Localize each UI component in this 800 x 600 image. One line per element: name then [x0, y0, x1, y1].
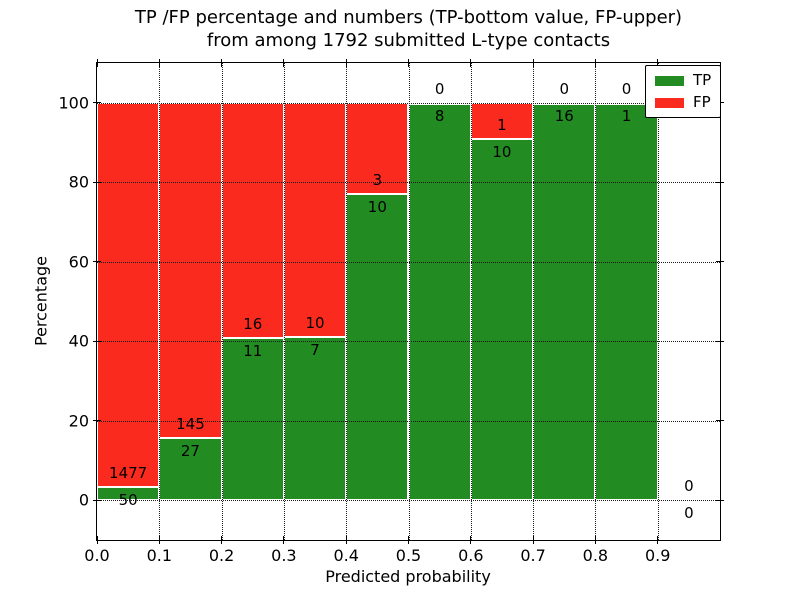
fp-bar-segment	[533, 102, 596, 105]
x-tick-label: 0.1	[146, 546, 173, 565]
x-tick-mark	[158, 536, 160, 544]
x-tick-mark	[345, 536, 347, 544]
tp-count-label: 10	[492, 142, 512, 161]
tp-bar-segment	[346, 194, 409, 501]
y-tick-mark	[93, 499, 101, 501]
tp-bar-segment	[159, 437, 222, 501]
fp-count-label: 145	[176, 414, 205, 433]
tp-count-label: 16	[554, 106, 574, 125]
legend-label-tp: TP	[693, 71, 712, 89]
x-tick-label: 0.4	[333, 546, 359, 565]
fp-count-label: 0	[621, 79, 632, 98]
x-tick-mark	[532, 536, 534, 544]
x-tick-label: 0.0	[84, 546, 110, 565]
legend-swatch-fp	[655, 97, 684, 108]
gridline-y	[97, 500, 720, 502]
fp-count-label: 0	[434, 79, 445, 98]
x-top-tick-mark	[221, 59, 223, 67]
y-right-tick-mark	[716, 340, 724, 342]
tp-count-label: 0	[684, 504, 694, 523]
fp-count-label: 3	[372, 171, 383, 190]
x-tick-label: 0.8	[582, 546, 609, 565]
x-tick-mark	[283, 536, 285, 544]
gridline-x	[657, 63, 659, 540]
tp-count-label: 11	[243, 342, 263, 361]
x-tick-label: 0.9	[644, 546, 671, 565]
fp-bar-segment	[346, 102, 409, 195]
x-top-tick-mark	[158, 59, 160, 67]
y-tick-label: 20	[68, 411, 89, 431]
y-right-tick-mark	[716, 261, 724, 263]
y-tick-label: 100	[58, 93, 89, 113]
fp-count-label: 0	[684, 477, 694, 496]
legend-swatch-tp	[655, 75, 684, 86]
tp-bar-segment	[221, 338, 284, 501]
fp-bar-segment	[283, 102, 347, 337]
x-axis-label: Predicted probability	[325, 567, 491, 586]
tp-bar-segment	[595, 102, 658, 501]
y-tick-mark	[93, 181, 101, 183]
legend-item-tp: TP	[655, 73, 711, 88]
chart-title: TP /FP percentage and numbers (TP-bottom…	[96, 6, 721, 52]
y-tick-label: 60	[68, 252, 89, 272]
x-top-tick-mark	[283, 59, 285, 67]
y-tick-label: 80	[68, 172, 89, 192]
legend: TP FP	[645, 65, 722, 118]
y-right-tick-mark	[716, 420, 724, 422]
x-top-tick-mark	[96, 59, 98, 67]
tp-bar-segment	[97, 487, 160, 501]
x-top-tick-mark	[470, 59, 472, 67]
x-tick-mark	[408, 536, 409, 544]
tp-count-label: 1	[621, 106, 632, 125]
tp-count-label: 10	[367, 198, 387, 217]
x-tick-mark	[470, 536, 472, 544]
x-tick-mark	[221, 536, 223, 544]
tp-bar-segment	[408, 102, 471, 501]
x-top-tick-mark	[345, 59, 347, 67]
chart-title-line2: from among 1792 submitted L-type contact…	[206, 30, 611, 51]
tp-count-label: 7	[310, 340, 320, 359]
legend-item-fp: FP	[655, 95, 711, 110]
fp-count-label: 1	[497, 115, 507, 134]
fp-bar-segment	[97, 102, 160, 488]
y-tick-mark	[93, 102, 101, 104]
y-axis-label: Percentage	[31, 255, 51, 347]
x-tick-label: 0.2	[208, 546, 235, 565]
fp-bar-segment	[221, 102, 284, 339]
y-right-tick-mark	[716, 181, 724, 183]
tp-bar-segment	[533, 102, 596, 501]
plot-area: Percentage Predicted probability TP FP 14…	[32, 59, 724, 586]
x-tick-mark	[594, 536, 596, 544]
x-top-tick-mark	[594, 59, 596, 67]
y-tick-mark	[93, 340, 101, 342]
x-tick-mark	[96, 536, 98, 544]
x-tick-label: 0.6	[458, 546, 484, 565]
x-tick-label: 0.3	[271, 546, 297, 565]
fp-count-label: 10	[305, 313, 325, 332]
tp-count-label: 50	[118, 491, 138, 510]
y-tick-label: 40	[68, 331, 89, 351]
x-tick-mark	[657, 536, 659, 544]
legend-label-fp: FP	[693, 93, 711, 111]
tp-bar-segment	[283, 336, 347, 501]
chart-title-line1: TP /FP percentage and numbers (TP-bottom…	[134, 7, 683, 28]
fp-count-label: 1477	[109, 464, 148, 483]
tp-count-label: 8	[434, 106, 445, 125]
x-top-tick-mark	[408, 59, 409, 67]
y-tick-label: 0	[78, 490, 89, 510]
fp-bar-segment	[159, 102, 222, 438]
x-tick-label: 0.5	[395, 546, 422, 565]
y-right-tick-mark	[716, 499, 724, 501]
x-top-tick-mark	[532, 59, 534, 67]
tp-count-label: 27	[180, 441, 200, 460]
y-tick-mark	[93, 420, 101, 422]
fp-count-label: 16	[243, 315, 263, 334]
fp-count-label: 0	[559, 79, 570, 98]
fp-bar-segment	[408, 102, 471, 105]
x-tick-label: 0.7	[520, 546, 546, 565]
tp-bar-segment	[470, 138, 534, 501]
y-tick-mark	[93, 261, 101, 263]
